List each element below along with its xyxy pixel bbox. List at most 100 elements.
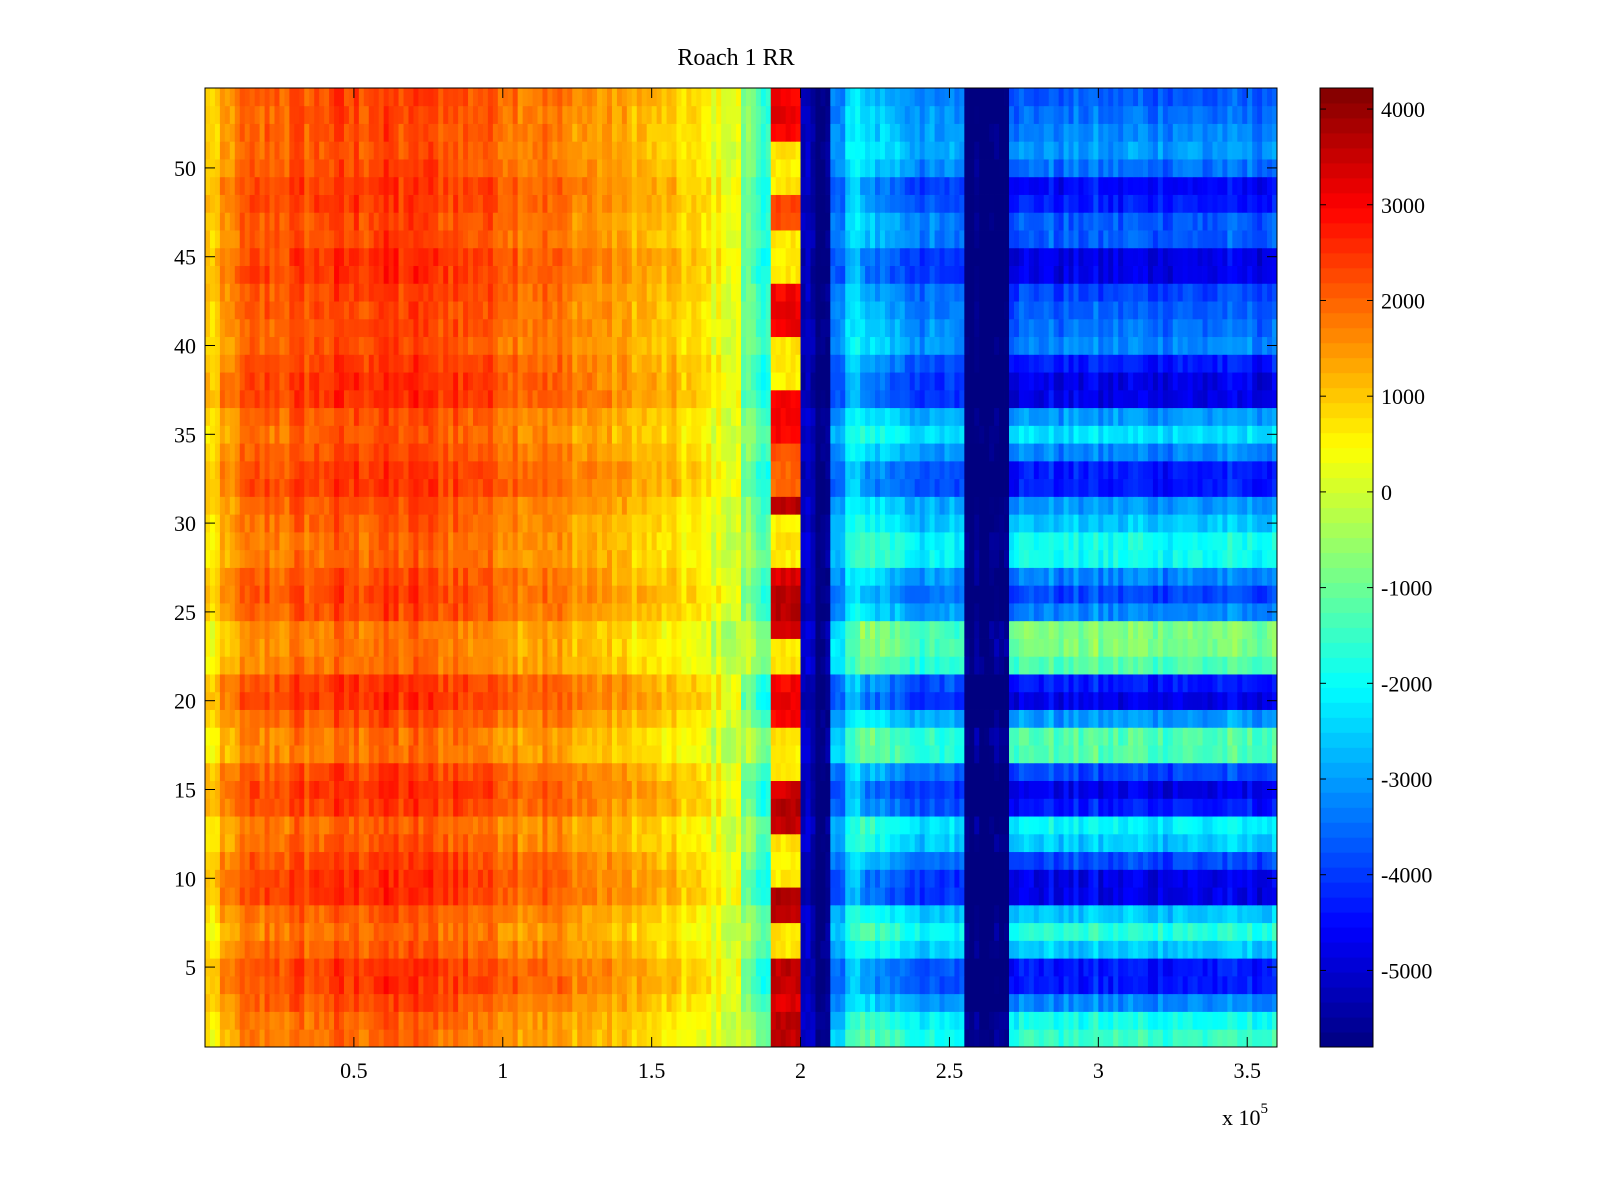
heatmap-cell — [274, 993, 280, 1012]
heatmap-cell — [403, 851, 409, 870]
heatmap-cell — [517, 833, 524, 853]
heatmap-cell — [1187, 904, 1194, 924]
heatmap-cell — [775, 958, 782, 977]
heatmap-cell — [904, 1029, 911, 1048]
heatmap-cell — [666, 993, 672, 1012]
heatmap-cell — [348, 1029, 355, 1048]
heatmap-cell — [229, 745, 236, 764]
heatmap-cell — [1068, 674, 1074, 693]
heatmap-cell — [309, 620, 315, 639]
heatmap-cell — [264, 904, 270, 924]
heatmap-cell — [611, 940, 618, 959]
heatmap-cell — [1138, 887, 1144, 906]
heatmap-cell — [1023, 691, 1030, 710]
heatmap-cell — [845, 922, 851, 941]
heatmap-cell — [487, 1011, 494, 1030]
heatmap-cell — [507, 958, 514, 977]
heatmap-cell — [830, 851, 836, 870]
heatmap-cell — [284, 674, 290, 693]
heatmap-cell — [1247, 674, 1253, 693]
heatmap-cell — [224, 993, 231, 1012]
heatmap-cell — [999, 816, 1005, 835]
heatmap-cell — [373, 993, 380, 1012]
heatmap-cell — [850, 780, 856, 799]
heatmap-cell — [1232, 833, 1238, 853]
heatmap-cell — [279, 620, 285, 639]
heatmap-cell — [582, 727, 588, 746]
heatmap-cell — [1192, 780, 1198, 799]
heatmap-cell — [1098, 975, 1104, 995]
heatmap-cell — [329, 620, 335, 639]
heatmap-cell — [1028, 780, 1035, 799]
heatmap-cell — [1078, 745, 1084, 764]
heatmap-cell — [1078, 674, 1084, 693]
heatmap-cell — [552, 727, 558, 746]
heatmap-cell — [1232, 975, 1238, 995]
heatmap-cell — [592, 674, 598, 693]
heatmap-cell — [209, 798, 216, 817]
heatmap-cell — [448, 1011, 454, 1030]
heatmap-cell — [825, 745, 831, 764]
heatmap-cell — [517, 993, 524, 1012]
heatmap-cell — [592, 762, 598, 782]
heatmap-cell — [229, 958, 236, 977]
heatmap-cell — [497, 1011, 504, 1030]
heatmap-cell — [562, 674, 568, 693]
heatmap-cell — [1187, 887, 1194, 906]
heatmap-cell — [234, 922, 241, 941]
heatmap-cell — [562, 851, 568, 870]
heatmap-cell — [249, 798, 256, 817]
heatmap-cell — [1043, 674, 1050, 693]
heatmap-cell — [879, 887, 886, 906]
heatmap-cell — [701, 1029, 707, 1048]
heatmap-cell — [433, 674, 439, 693]
heatmap-cell — [512, 762, 519, 782]
heatmap-cell — [309, 656, 315, 675]
heatmap-cell — [974, 833, 980, 853]
heatmap-cell — [1202, 851, 1208, 870]
heatmap-cell — [1172, 656, 1179, 675]
heatmap-cell — [1152, 762, 1159, 782]
heatmap-cell — [507, 887, 514, 906]
heatmap-cell — [527, 993, 533, 1012]
heatmap-cell — [473, 887, 479, 906]
heatmap-cell — [1083, 1029, 1089, 1048]
heatmap-cell — [884, 727, 891, 746]
heatmap-cell — [1252, 780, 1258, 799]
heatmap-cell — [626, 887, 633, 906]
heatmap-cell — [294, 1011, 300, 1030]
heatmap-cell — [443, 922, 449, 941]
heatmap-cell — [1182, 922, 1189, 941]
heatmap-cell — [1113, 851, 1119, 870]
heatmap-cell — [353, 727, 360, 746]
heatmap-cell — [587, 691, 593, 710]
heatmap-cell — [626, 1029, 633, 1048]
heatmap-cell — [582, 922, 588, 941]
heatmap-cell — [780, 638, 787, 657]
heatmap-cell — [760, 638, 767, 657]
heatmap-cell — [1172, 993, 1179, 1012]
heatmap-cell — [1063, 691, 1069, 710]
heatmap-cell — [726, 798, 732, 817]
heatmap-cell — [696, 833, 702, 853]
heatmap-cell — [1043, 940, 1050, 959]
heatmap-cell — [458, 940, 464, 959]
heatmap-cell — [686, 869, 692, 888]
heatmap-cell — [760, 816, 767, 835]
heatmap-cell — [795, 638, 801, 657]
heatmap-cell — [443, 993, 449, 1012]
heatmap-cell — [1227, 958, 1233, 977]
heatmap-cell — [1172, 691, 1179, 710]
heatmap-cell — [686, 816, 692, 835]
heatmap-cell — [607, 691, 613, 710]
heatmap-cell — [254, 709, 260, 728]
heatmap-cell — [919, 816, 926, 835]
heatmap-cell — [949, 922, 955, 941]
heatmap-cell — [274, 691, 280, 710]
heatmap-cell — [1267, 851, 1273, 870]
heatmap-cell — [954, 904, 960, 924]
heatmap-cell — [1237, 958, 1243, 977]
heatmap-cell — [1192, 869, 1198, 888]
heatmap-cell — [582, 833, 588, 853]
heatmap-cell — [1177, 1029, 1184, 1048]
